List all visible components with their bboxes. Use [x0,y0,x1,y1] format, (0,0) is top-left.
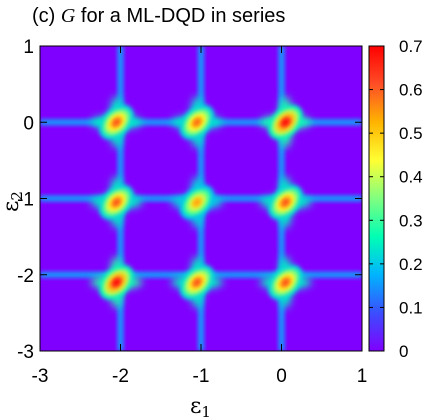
x-tick-label: 1 [357,366,368,387]
peak-point [170,96,223,149]
heatmap-plot-area [40,46,362,351]
peak-point [259,256,312,309]
peak-point [170,256,223,309]
colorbar-tick-label: 0.1 [399,298,423,317]
peak-point [259,96,312,149]
peak-point [259,176,312,229]
colorbar-tick-label: 0.5 [399,124,423,143]
y-tick-label: -1 [17,190,34,211]
peaks-layer [90,96,312,309]
colorbar-tick-label: 0.7 [399,37,423,56]
colorbar [368,45,385,352]
peak-point [90,176,143,229]
y-tick-label: 0 [23,113,34,134]
x-tick-label: -1 [193,366,210,387]
colorbar-tick-label: 0.3 [399,211,423,230]
colorbar-tick-label: 0.4 [399,168,423,187]
x-tick-label: 0 [276,366,287,387]
peak-point [170,176,223,229]
colorbar-tick-label: 0 [399,342,408,361]
colorbar-ticks: 0 0.1 0.2 0.3 0.4 0.5 0.6 0.7 [369,37,423,361]
y-tick-label: -3 [17,342,34,363]
y-axis-label: ε2 [0,191,26,212]
peak-point [90,96,143,149]
x-axis-ticks: -3 -2 -1 0 1 [32,46,368,387]
y-tick-label: 1 [23,37,34,58]
colorbar-tick-label: 0.2 [399,255,423,274]
chart-title: (c) G for a ML-DQD in series [32,5,285,27]
colorbar-tick-label: 0.6 [399,81,423,100]
x-axis-label: ε1 [190,394,211,419]
y-tick-label: -2 [17,266,34,287]
y-axis-ticks: -3 -2 -1 0 1 [17,37,362,363]
x-tick-label: -2 [112,366,129,387]
x-tick-label: -3 [32,366,49,387]
peak-point [90,256,143,309]
